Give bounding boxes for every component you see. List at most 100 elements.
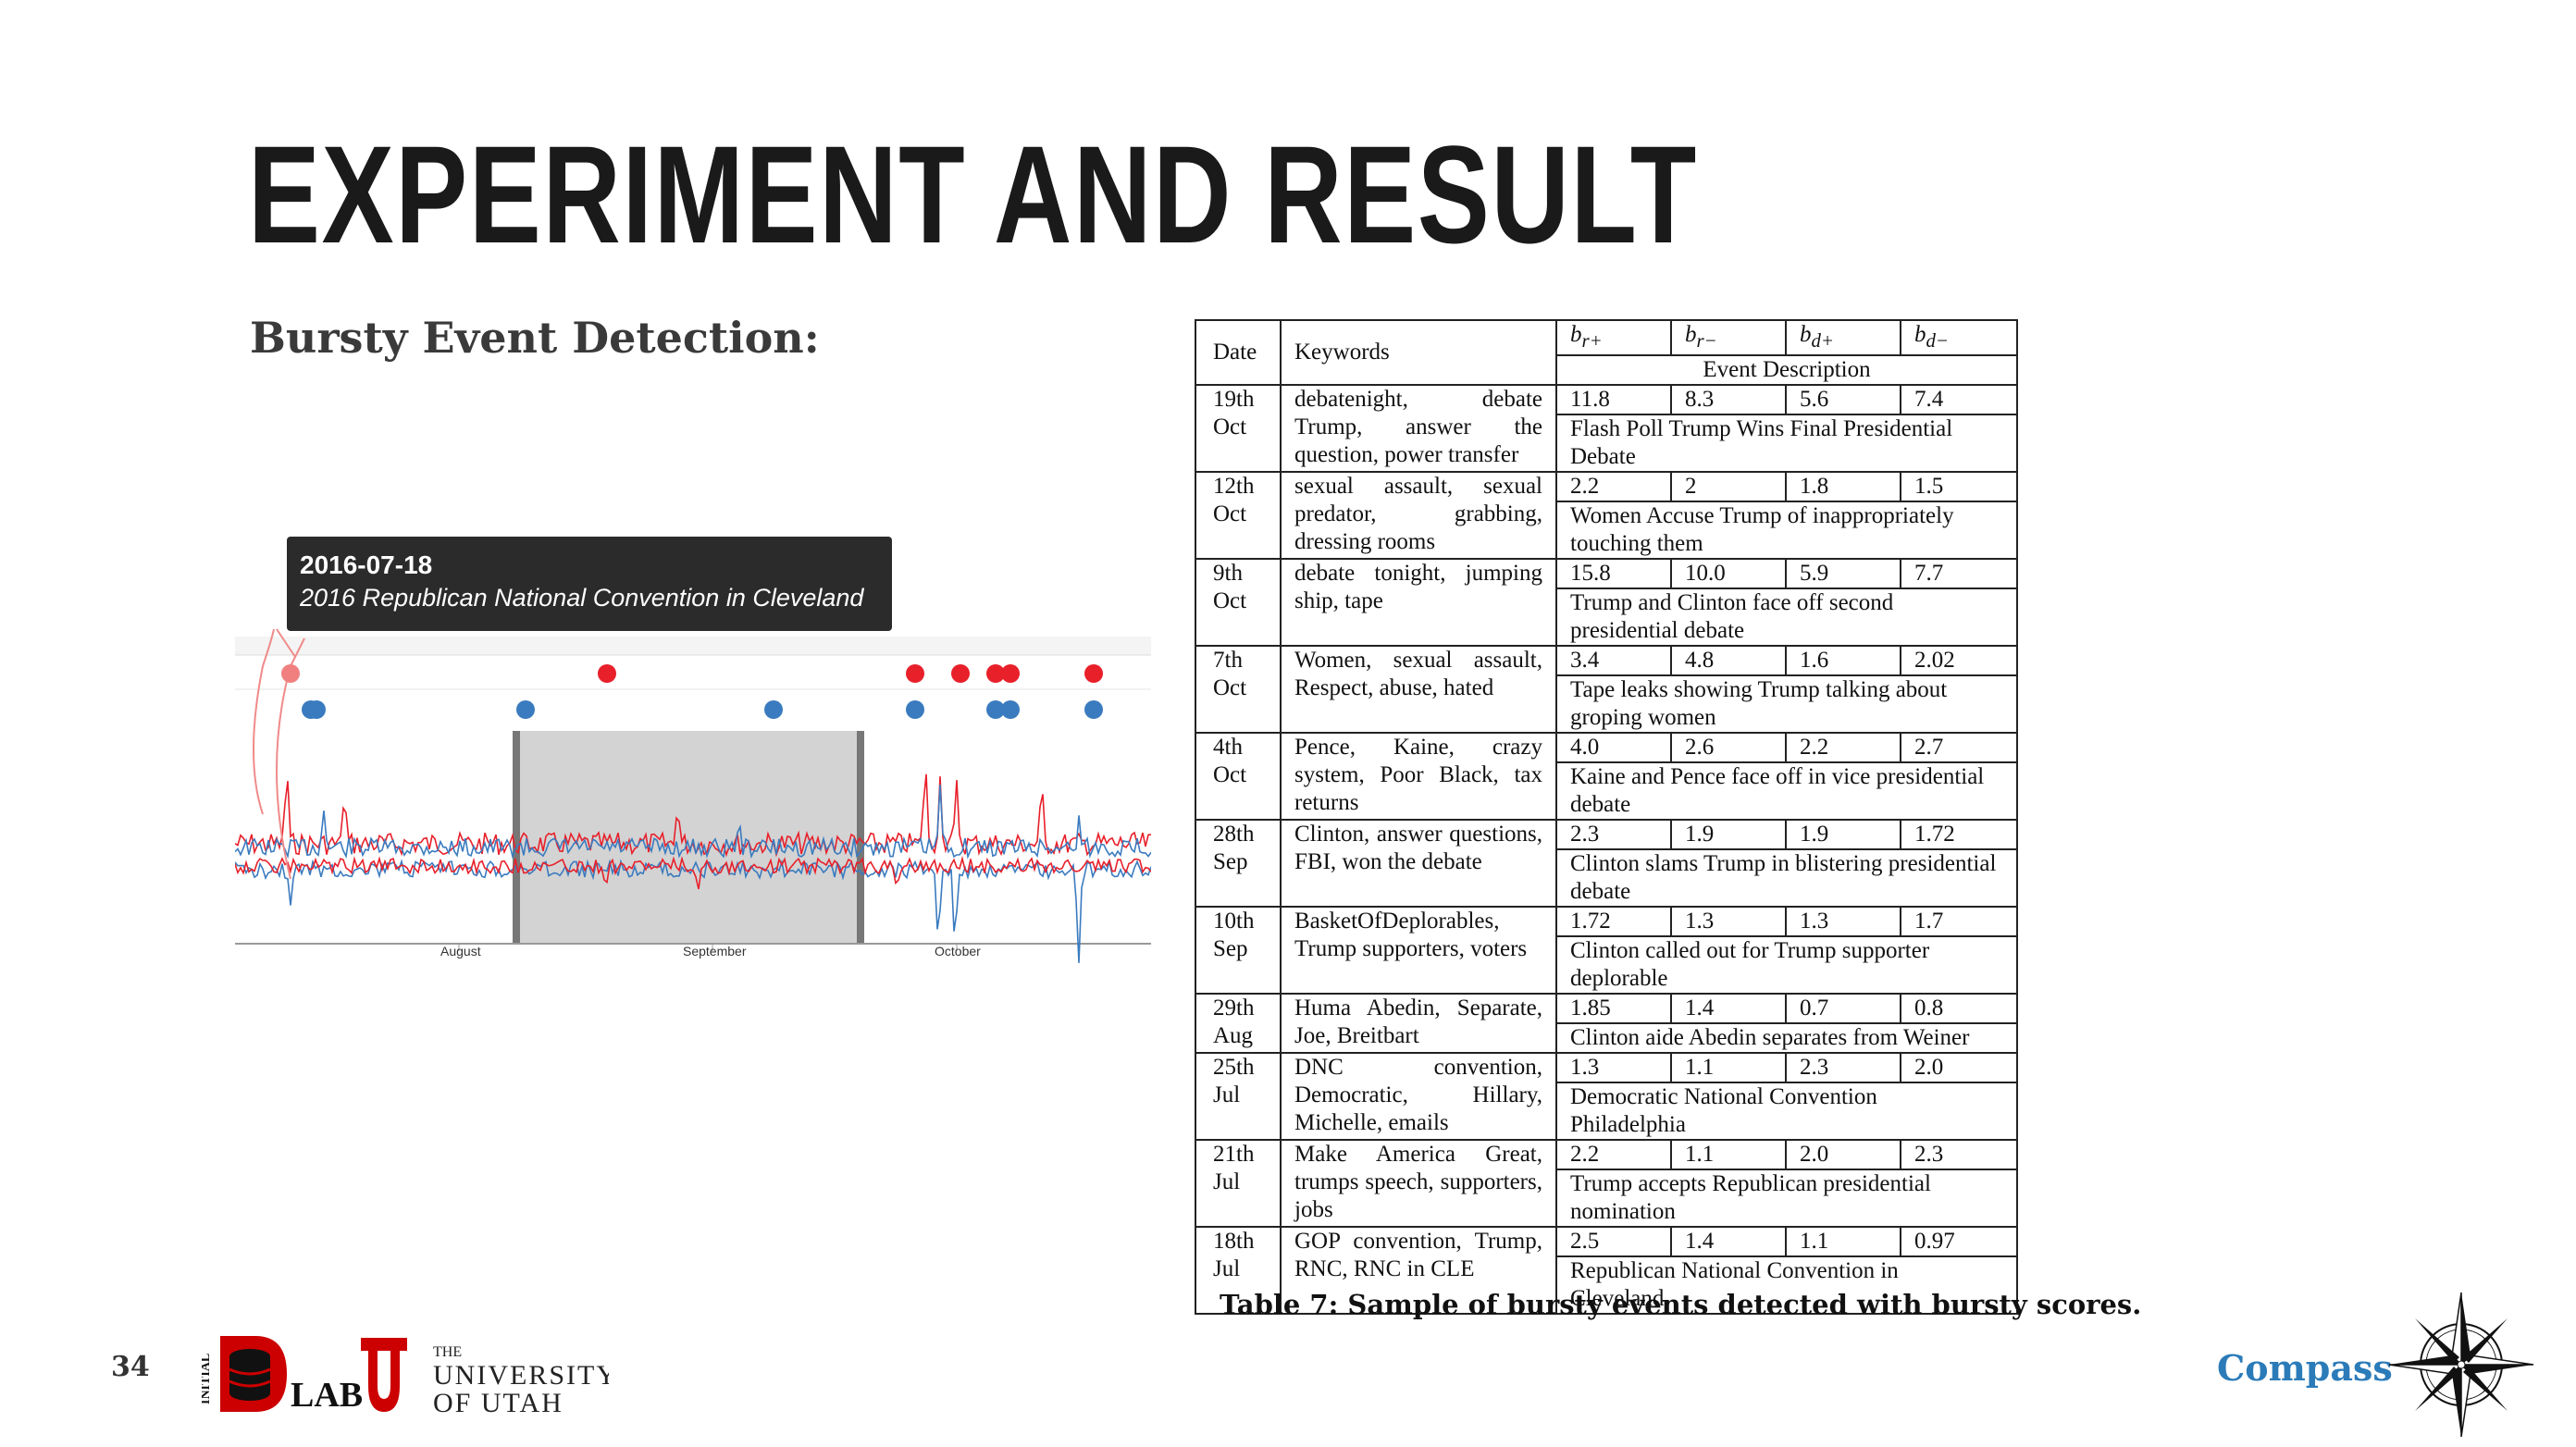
slide-subtitle: Bursty Event Detection: bbox=[250, 313, 820, 363]
row-bd-plus: 5.9 bbox=[1785, 558, 1901, 589]
dlab-utah-logo: INITIAL LAB THE UNIVERSITY OF UTAH bbox=[199, 1332, 616, 1418]
upper-series-blue bbox=[235, 784, 1151, 860]
table-row-description: Democratic National Convention Philadelp… bbox=[1195, 1082, 2018, 1141]
table-row: 9th Oct debate tonight, jumping ship, tap… bbox=[1195, 558, 2018, 647]
row-br-minus: 8.3 bbox=[1670, 384, 1787, 415]
row-bd-plus: 1.6 bbox=[1785, 645, 1901, 676]
row-bd-minus: 2.3 bbox=[1900, 1139, 2018, 1170]
utah-u-inner bbox=[378, 1351, 390, 1399]
row-br-plus: 1.85 bbox=[1555, 993, 1672, 1024]
row-br-plus: 2.5 bbox=[1555, 1226, 1672, 1257]
row-keywords: debate tonight, jumping ship, tape bbox=[1280, 558, 1557, 647]
row-bd-plus: 2.0 bbox=[1785, 1139, 1901, 1170]
burst-timeline-chart: 2016-07-18 2016 Republican National Conv… bbox=[235, 537, 1151, 971]
table-row: 4th Oct Pence, Kaine, crazy system, Poor … bbox=[1195, 732, 2018, 821]
row-keywords: GOP convention, Trump, RNC, RNC in CLE bbox=[1280, 1226, 1557, 1315]
logo-svg: INITIAL LAB THE UNIVERSITY OF UTAH bbox=[199, 1336, 616, 1418]
row-keywords: Make America Great, trumps speech, suppo… bbox=[1280, 1139, 1557, 1228]
row-keywords: BasketOfDeplorables, Trump supporters, v… bbox=[1280, 906, 1557, 995]
row-date: 9th Oct bbox=[1195, 558, 1282, 647]
header-date: Date bbox=[1195, 319, 1282, 386]
row-date: 10th Sep bbox=[1195, 906, 1282, 995]
table-row: 12th Oct sexual assault, sexual predator,… bbox=[1195, 471, 2018, 560]
row-description: Clinton called out for Trump supporter d… bbox=[1555, 935, 2018, 995]
row-br-minus: 10.0 bbox=[1670, 558, 1787, 589]
row-description: Clinton aide Abedin separates from Weine… bbox=[1555, 1022, 2018, 1054]
row-br-plus: 3.4 bbox=[1555, 645, 1672, 676]
table-body: 19th Oct debatenight, debate Trump, answe… bbox=[1195, 384, 2018, 1315]
header-bd-plus: bd+ bbox=[1785, 319, 1901, 356]
table-row-description: Clinton slams Trump in blistering presid… bbox=[1195, 848, 2018, 908]
row-date: 7th Oct bbox=[1195, 645, 1282, 734]
event-dot-red bbox=[1084, 664, 1103, 683]
row-br-plus: 1.72 bbox=[1555, 906, 1672, 937]
table-row-description: Clinton aide Abedin separates from Weine… bbox=[1195, 1022, 2018, 1054]
row-bd-minus: 2.0 bbox=[1900, 1052, 2018, 1083]
event-dot-blue bbox=[1001, 700, 1020, 719]
row-br-minus: 2 bbox=[1670, 471, 1787, 502]
header-bd-minus: bd− bbox=[1900, 319, 2018, 356]
table-row-description: Women Accuse Trump of inappropriately to… bbox=[1195, 501, 2018, 560]
row-date: 28th Sep bbox=[1195, 819, 1282, 908]
row-bd-plus: 1.8 bbox=[1785, 471, 1901, 502]
row-bd-minus: 7.4 bbox=[1900, 384, 2018, 415]
table-row-description: Kaine and Pence face off in vice preside… bbox=[1195, 761, 2018, 821]
annotation-arrow-2 bbox=[276, 628, 296, 658]
row-bd-plus: 2.2 bbox=[1785, 732, 1901, 763]
table-row: 18th Jul GOP convention, Trump, RNC, RNC … bbox=[1195, 1226, 2018, 1315]
row-br-minus: 1.1 bbox=[1670, 1052, 1787, 1083]
table-row: 25th Jul DNC convention, Democratic, Hill… bbox=[1195, 1052, 2018, 1141]
logo-initial-text: INITIAL bbox=[202, 1354, 213, 1404]
row-keywords: Clinton, answer questions, FBI, won the … bbox=[1280, 819, 1557, 908]
event-dot-blue bbox=[516, 700, 535, 719]
table-row-description: Clinton called out for Trump supporter d… bbox=[1195, 935, 2018, 995]
row-description: Flash Poll Trump Wins Final Presidential… bbox=[1555, 414, 2018, 473]
row-bd-plus: 0.7 bbox=[1785, 993, 1901, 1024]
row-br-plus: 2.2 bbox=[1555, 471, 1672, 502]
event-dot-blue bbox=[986, 700, 1005, 719]
row-bd-plus: 5.6 bbox=[1785, 384, 1901, 415]
slide-title: EXPERIMENT AND RESULT bbox=[248, 117, 1698, 272]
header-br-plus: br+ bbox=[1555, 319, 1672, 356]
row-br-minus: 1.3 bbox=[1670, 906, 1787, 937]
row-bd-minus: 2.7 bbox=[1900, 732, 2018, 763]
event-dot-red bbox=[906, 664, 924, 683]
row-br-minus: 2.6 bbox=[1670, 732, 1787, 763]
row-br-plus: 11.8 bbox=[1555, 384, 1672, 415]
row-br-minus: 1.4 bbox=[1670, 1226, 1787, 1257]
row-description: Tape leaks showing Trump talking about g… bbox=[1555, 674, 2018, 734]
row-keywords: Pence, Kaine, crazy system, Poor Black, … bbox=[1280, 732, 1557, 821]
event-dot-red bbox=[1001, 664, 1020, 683]
utah-of-utah-text: OF UTAH bbox=[433, 1388, 564, 1416]
row-br-plus: 15.8 bbox=[1555, 558, 1672, 589]
row-keywords: debatenight, debate Trump, answer the qu… bbox=[1280, 384, 1557, 473]
event-dot-blue bbox=[1084, 700, 1103, 719]
header-event-description: Event Description bbox=[1555, 354, 2018, 386]
row-br-minus: 4.8 bbox=[1670, 645, 1787, 676]
event-tooltip: 2016-07-18 2016 Republican National Conv… bbox=[287, 537, 892, 631]
event-strip-bg bbox=[235, 637, 1151, 655]
header-br-minus: br− bbox=[1670, 319, 1787, 356]
row-br-plus: 2.3 bbox=[1555, 819, 1672, 850]
row-br-plus: 4.0 bbox=[1555, 732, 1672, 763]
table-row-description: Trump accepts Republican presidential no… bbox=[1195, 1169, 2018, 1228]
tooltip-event: 2016 Republican National Convention in C… bbox=[300, 584, 864, 612]
row-date: 4th Oct bbox=[1195, 732, 1282, 821]
row-description: Trump and Clinton face off second presid… bbox=[1555, 587, 2018, 647]
event-dot-red bbox=[986, 664, 1005, 683]
row-date: 29th Aug bbox=[1195, 993, 1282, 1054]
annotation-arrow-1 bbox=[253, 628, 275, 815]
table-row: 29th Aug Huma Abedin, Separate, Joe, Brei… bbox=[1195, 993, 2018, 1054]
event-dot-red bbox=[281, 664, 300, 683]
month-ticks bbox=[458, 944, 958, 951]
row-bd-minus: 1.7 bbox=[1900, 906, 2018, 937]
upper-series-red bbox=[235, 773, 1151, 858]
row-description: Republican National Convention in Clevel… bbox=[1555, 1255, 2018, 1315]
row-keywords: DNC convention, Democratic, Hillary, Mic… bbox=[1280, 1052, 1557, 1141]
row-description: Clinton slams Trump in blistering presid… bbox=[1555, 848, 2018, 908]
event-dot-red bbox=[951, 664, 970, 683]
table-row: 10th Sep BasketOfDeplorables, Trump suppo… bbox=[1195, 906, 2018, 995]
row-keywords: sexual assault, sexual predator, grabbin… bbox=[1280, 471, 1557, 560]
compass-label: Compass bbox=[2217, 1347, 2393, 1389]
row-br-minus: 1.1 bbox=[1670, 1139, 1787, 1170]
